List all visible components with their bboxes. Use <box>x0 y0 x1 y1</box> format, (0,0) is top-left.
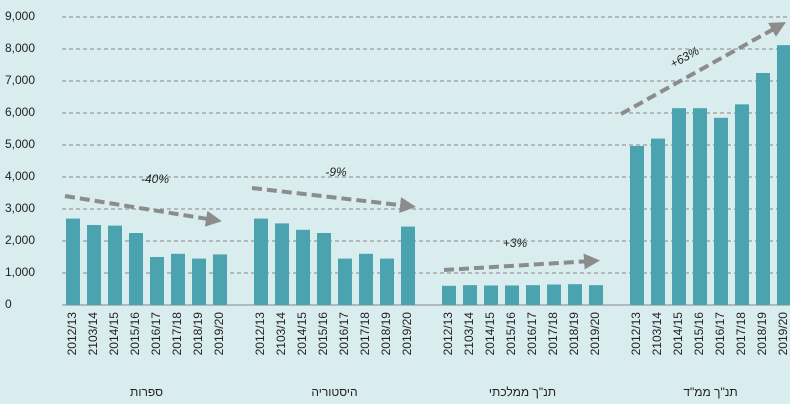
trend-arrow <box>443 253 600 272</box>
x-tick-label: 2015/16 <box>692 312 706 356</box>
annotation: +3% <box>503 236 528 250</box>
x-tick-label: 2018/19 <box>191 312 205 356</box>
bar <box>380 258 394 305</box>
bar <box>275 223 289 305</box>
x-tick-label: 2012/13 <box>629 312 643 356</box>
bar <box>108 225 122 305</box>
bar <box>735 104 749 305</box>
group-label: תנ"ך ממ"ד <box>683 385 737 399</box>
bar <box>547 284 561 305</box>
x-tick-label: 2018/19 <box>379 312 393 356</box>
x-tick-label: 2012/13 <box>441 312 455 356</box>
bar <box>213 254 227 305</box>
bar <box>129 233 143 305</box>
bar <box>651 138 665 305</box>
bar <box>171 253 185 305</box>
trend-arrow <box>620 22 786 116</box>
bar <box>672 108 686 305</box>
annotation: -40% <box>141 172 169 186</box>
bar <box>526 285 540 305</box>
trend-arrow <box>64 194 222 227</box>
x-tick-label: 2016/17 <box>713 312 727 356</box>
bar <box>484 285 498 305</box>
x-tick-label: 2014/15 <box>107 312 121 356</box>
annotation: -9% <box>325 165 347 179</box>
x-tick-label: 2012/13 <box>253 312 267 356</box>
y-tick-label: 0 <box>5 297 12 311</box>
bar <box>66 218 80 305</box>
x-tick-label: 2018/19 <box>567 312 581 356</box>
y-tick-label: 4,000 <box>5 169 35 183</box>
x-tick-label: 2014/15 <box>295 312 309 356</box>
x-tick-label: 2012/13 <box>65 312 79 356</box>
bar <box>693 108 707 305</box>
group-label: תנ"ך ממלכתי <box>489 385 556 399</box>
y-tick-label: 5,000 <box>5 137 35 151</box>
bar <box>505 285 519 305</box>
x-tick-label: 2015/16 <box>504 312 518 356</box>
bar <box>317 233 331 305</box>
bar <box>714 117 728 305</box>
bar <box>296 229 310 305</box>
bar <box>756 73 770 305</box>
x-tick-label: 2017/18 <box>546 312 560 356</box>
x-tick-label: 2103/14 <box>462 312 476 356</box>
x-tick-label: 2015/16 <box>128 312 142 356</box>
y-tick-label: 6,000 <box>5 105 35 119</box>
bar <box>777 45 790 305</box>
x-tick-label: 2016/17 <box>149 312 163 356</box>
bar <box>442 285 456 305</box>
x-tick-label: 2019/20 <box>588 312 602 356</box>
x-tick-label: 2019/20 <box>212 312 226 356</box>
y-tick-label: 2,000 <box>5 233 35 247</box>
bar <box>192 258 206 305</box>
trend-arrow <box>251 186 416 214</box>
x-tick-label: 2017/18 <box>358 312 372 356</box>
y-tick-label: 9,000 <box>5 9 35 23</box>
bar <box>568 284 582 305</box>
x-tick-label: 2017/18 <box>170 312 184 356</box>
x-tick-label: 2016/17 <box>337 312 351 356</box>
bar <box>630 145 644 305</box>
group-label: היסטוריה <box>311 385 357 399</box>
y-tick-label: 7,000 <box>5 73 35 87</box>
x-tick-label: 2103/14 <box>650 312 664 356</box>
y-tick-label: 1,000 <box>5 265 35 279</box>
x-tick-label: 2014/15 <box>483 312 497 356</box>
group-label: ספרות <box>130 385 163 399</box>
x-tick-label: 2103/14 <box>274 312 288 356</box>
x-tick-label: 2015/16 <box>316 312 330 356</box>
x-tick-label: 2019/20 <box>776 312 790 356</box>
y-tick-label: 3,000 <box>5 201 35 215</box>
x-tick-label: 2014/15 <box>671 312 685 356</box>
bar <box>401 226 415 305</box>
x-tick-label: 2103/14 <box>86 312 100 356</box>
bar <box>463 285 477 305</box>
x-tick-label: 2016/17 <box>525 312 539 356</box>
y-tick-label: 8,000 <box>5 41 35 55</box>
bar <box>359 253 373 305</box>
x-tick-label: 2018/19 <box>755 312 769 356</box>
bar <box>589 285 603 305</box>
x-tick-label: 2017/18 <box>734 312 748 356</box>
bar <box>338 258 352 305</box>
bar <box>150 257 164 305</box>
bar <box>254 218 268 305</box>
bar <box>87 225 101 305</box>
x-tick-label: 2019/20 <box>400 312 414 356</box>
